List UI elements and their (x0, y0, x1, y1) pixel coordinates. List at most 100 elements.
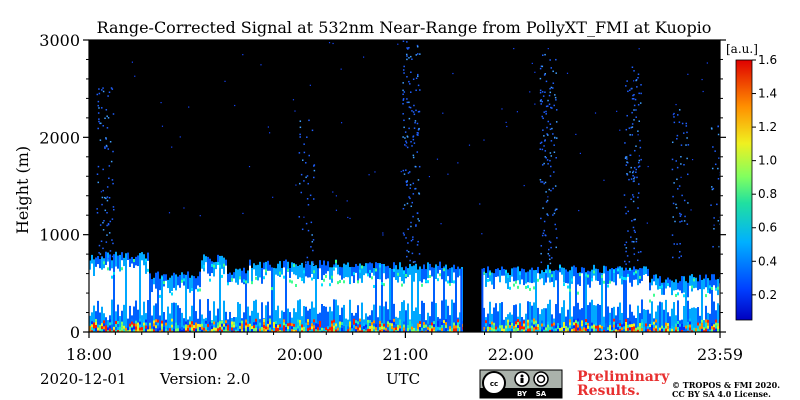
heatmap-layer (89, 40, 727, 332)
noise-dot (419, 89, 421, 91)
noise-dot (711, 167, 714, 170)
heatmap-saturated (541, 278, 543, 310)
heatmap-surface-cell (701, 328, 703, 332)
heatmap-surface-cell (119, 326, 121, 330)
heatmap-surface-cell (453, 328, 455, 332)
noise-dot (624, 157, 627, 159)
noise-dot (98, 244, 101, 247)
heatmap-column (271, 267, 273, 332)
heatmap-surface-cell (139, 321, 141, 325)
heatmap-surface-cell (533, 327, 535, 331)
noise-dot (550, 165, 552, 168)
heatmap-surface-cell (269, 321, 271, 325)
heatmap-surface-cell (211, 329, 213, 332)
heatmap-saturated (349, 284, 351, 300)
heatmap-saturated (595, 280, 597, 306)
heatmap-surface-cell (575, 320, 577, 324)
noise-dot (543, 135, 545, 137)
cc-license-badge[interactable]: cc BY SA (479, 369, 563, 399)
noise-dot (678, 121, 681, 123)
noise-dot (402, 99, 405, 101)
heatmap-surface-cell (419, 330, 421, 332)
noise-dot (675, 103, 677, 106)
noise-dot (678, 109, 681, 111)
noise-dot (633, 104, 636, 107)
noise-dot (676, 137, 678, 140)
colorbar-tick-label: 0.2 (758, 288, 777, 302)
heatmap-surface-cell (311, 326, 313, 330)
noise-dot (98, 120, 100, 123)
heatmap-saturated (239, 279, 241, 304)
noise-dot (540, 261, 543, 264)
heatmap-surface-cell (419, 327, 421, 331)
heatmap-speckle (715, 287, 717, 291)
noise-dot (406, 255, 408, 258)
heatmap-speckle (427, 280, 429, 284)
heatmap-surface-cell (673, 326, 675, 330)
noise-dot (550, 86, 553, 89)
noise-dot (413, 142, 416, 144)
heatmap-saturated (199, 287, 201, 300)
heatmap-surface-cell (357, 321, 359, 325)
heatmap-speckle (321, 283, 323, 287)
noise-dot (551, 127, 553, 130)
heatmap-surface-cell (361, 330, 363, 332)
heatmap-column (591, 269, 593, 332)
heatmap-speckle (439, 273, 441, 277)
heatmap-surface-cell (565, 329, 567, 332)
heatmap-saturated (175, 290, 177, 303)
noise-dot (638, 183, 640, 185)
noise-dot (675, 207, 678, 209)
noise-dot (625, 85, 627, 87)
noise-dot (547, 163, 549, 165)
heatmap-column (245, 273, 247, 332)
noise-dot (637, 76, 639, 79)
noise-dot (637, 73, 640, 75)
heatmap-speckle (159, 294, 161, 298)
noise-dot (414, 165, 417, 168)
heatmap-speckle (245, 280, 247, 284)
heatmap-saturated (673, 290, 675, 303)
heatmap-surface-cell (297, 319, 299, 323)
heatmap-saturated (529, 282, 531, 302)
heatmap-surface-cell (575, 323, 577, 327)
heatmap-surface-cell (649, 330, 651, 332)
noise-dot (553, 151, 556, 153)
heatmap-surface-cell (127, 327, 129, 331)
heatmap-saturated (327, 271, 329, 312)
heatmap-saturated (171, 290, 173, 303)
heatmap-surface-cell (693, 327, 695, 331)
heatmap-surface-cell (533, 321, 535, 325)
heatmap-saturated (189, 292, 191, 317)
noise-dot (544, 234, 547, 237)
noise-dot (335, 209, 338, 211)
heatmap-surface-cell (445, 319, 447, 323)
colorbar-tick-label: 1.4 (758, 87, 777, 101)
heatmap-saturated (303, 283, 305, 307)
noise-dot (718, 157, 720, 159)
noise-dot (402, 89, 404, 92)
noise-dot (628, 178, 630, 181)
heatmap-surface-cell (157, 325, 159, 329)
heatmap-surface-cell (697, 328, 699, 332)
noise-dot (408, 80, 410, 83)
heatmap-speckle (219, 264, 221, 268)
noise-dot (631, 123, 634, 125)
heatmap-surface-cell (95, 327, 97, 331)
heatmap-surface-cell (249, 329, 251, 332)
heatmap-surface-cell (637, 326, 639, 330)
noise-dot (722, 259, 724, 261)
heatmap-surface-cell (619, 329, 621, 332)
heatmap-surface-cell (329, 330, 331, 332)
heatmap-speckle (579, 273, 581, 277)
heatmap-surface-cell (355, 320, 357, 324)
heatmap-surface-cell (123, 325, 125, 329)
heatmap-surface-cell (715, 322, 717, 326)
heatmap-surface-cell (541, 320, 543, 324)
noise-dot (544, 150, 547, 152)
noise-dot (725, 132, 727, 134)
heatmap-saturated (661, 294, 663, 303)
noise-dot (481, 233, 483, 235)
noise-dot (106, 115, 108, 117)
